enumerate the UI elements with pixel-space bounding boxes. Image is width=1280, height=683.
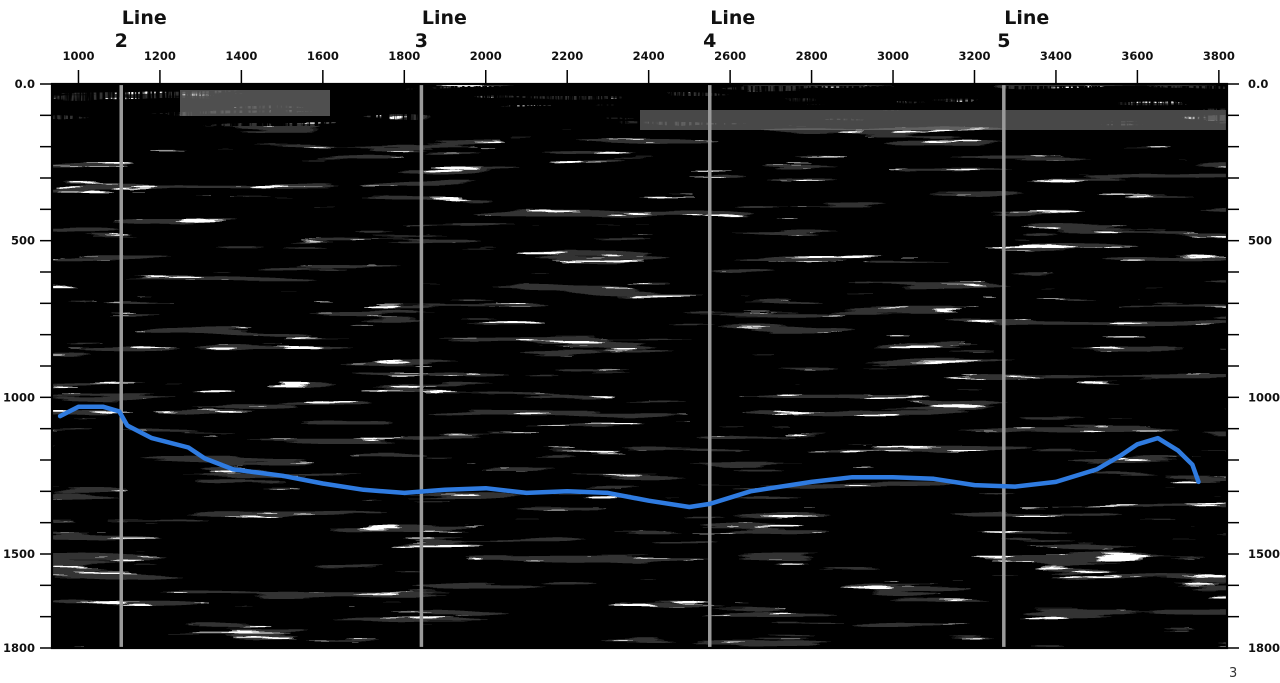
seafloor-noise-band: [52, 86, 1227, 130]
y-tick-label-left: 1500: [3, 547, 35, 561]
x-tick-label: 3200: [958, 49, 990, 63]
y-tick-label-right: 500: [1248, 234, 1272, 248]
line-label-word: Line: [1004, 7, 1049, 29]
tie-line-group: [119, 84, 1006, 648]
x-tick-label: 1400: [225, 49, 257, 63]
line-label-word: Line: [122, 7, 167, 29]
x-tick-label: 3400: [1040, 49, 1072, 63]
line-label-number: 2: [115, 30, 128, 52]
x-tick-label: 1000: [62, 49, 94, 63]
x-tick-label: 2800: [796, 49, 828, 63]
y-tick-label-right: 1000: [1248, 390, 1280, 404]
x-tick-label: 1600: [307, 49, 339, 63]
x-tick-label: 1800: [388, 49, 420, 63]
y-axis-left: 0.0 500 1000 1500 1800: [3, 77, 52, 655]
x-tick-label: 2000: [470, 49, 502, 63]
line-label-word: Line: [422, 7, 467, 29]
x-tick-label: 3000: [877, 49, 909, 63]
y-tick-label-left: 500: [11, 234, 35, 248]
seismic-plot-area: [50, 82, 1229, 650]
line-label-number: 5: [997, 30, 1010, 52]
page-number: 3: [1229, 666, 1238, 681]
line-label-number: 3: [415, 30, 428, 52]
x-tick-label: 2200: [551, 49, 583, 63]
x-tick-label: 2400: [633, 49, 665, 63]
y-tick-label-right: 1800: [1248, 641, 1280, 655]
x-tick-label: 3600: [1121, 49, 1153, 63]
y-tick-label-left: 1000: [3, 390, 35, 404]
y-axis-right: 0.0 500 1000 1500 1800: [1227, 77, 1280, 655]
line-label-word: Line: [710, 7, 755, 29]
x-tick-label: 2600: [714, 49, 746, 63]
x-tick-label: 1200: [144, 49, 176, 63]
x-tick-label: 3800: [1203, 49, 1235, 63]
x-axis-top: 1000 1200 1400 1600 1800 2000 2200 2400 2600 2800…: [62, 49, 1235, 84]
y-tick-label-left: 1800: [3, 641, 35, 655]
y-tick-label-right: 0.0: [1248, 77, 1268, 91]
interpreted-horizon: [57, 404, 1201, 510]
y-tick-label-right: 1500: [1248, 547, 1280, 561]
line-label-number: 4: [703, 30, 716, 52]
seismic-reflectors: [52, 84, 1227, 648]
y-tick-label-left: 0.0: [15, 77, 35, 91]
